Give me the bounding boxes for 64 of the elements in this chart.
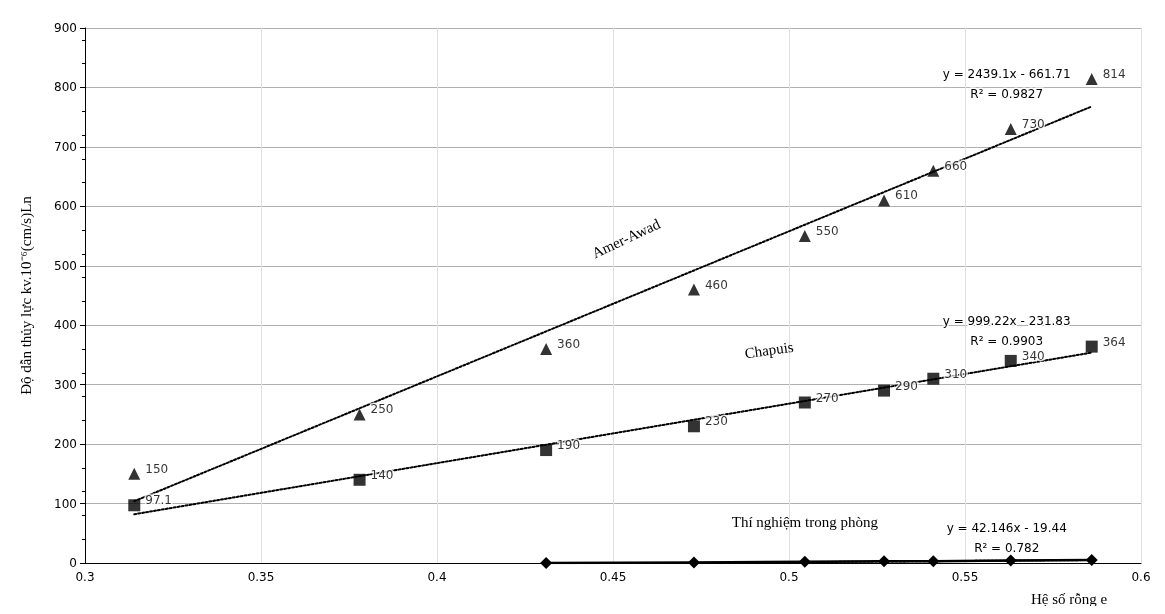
- point: [128, 467, 141, 480]
- y-axis-title: Độ dẫn thủy lực kv.10⁻⁶(cm/s)Ln: [17, 195, 35, 395]
- data-label: 730: [1021, 117, 1045, 132]
- y-tick-label: 900: [54, 21, 77, 35]
- data-label: 660: [944, 158, 968, 173]
- point: [798, 396, 811, 409]
- data-label: 814: [1102, 67, 1126, 82]
- y-tick-label: 300: [54, 377, 77, 392]
- point: [927, 164, 940, 177]
- point: [798, 230, 811, 243]
- y-tick-label: 0: [69, 556, 77, 570]
- annotation: R² = 0.9903: [970, 333, 1044, 348]
- annotation: R² = 0.9827: [970, 87, 1044, 102]
- point: [1085, 554, 1098, 567]
- data-label: 460: [704, 277, 728, 292]
- point: [1004, 123, 1017, 136]
- series-label: Thí nghiệm trong phòng: [731, 513, 879, 530]
- y-tick-label: 600: [54, 199, 77, 214]
- y-tick-label: 100: [54, 496, 77, 511]
- y-tick-label: 200: [54, 437, 77, 452]
- x-tick-label: 0.6: [1131, 570, 1151, 584]
- point: [540, 343, 553, 355]
- point: [878, 384, 891, 397]
- point: [128, 499, 141, 512]
- x-tick-label: 0.45: [599, 570, 627, 584]
- point: [798, 555, 811, 568]
- data-label: 250: [370, 402, 394, 417]
- point: [1085, 340, 1098, 353]
- x-tick-label: 0.55: [951, 570, 979, 584]
- x-axis-title: Hệ số rỗng e: [1031, 590, 1108, 607]
- data-label: 150: [145, 461, 169, 476]
- point: [1085, 73, 1098, 86]
- y-tick-label: 500: [54, 258, 77, 273]
- point: [927, 555, 940, 568]
- data-label: 230: [704, 414, 728, 429]
- x-tick-label: 0.5: [779, 570, 799, 584]
- point: [878, 194, 891, 207]
- point: [1004, 554, 1017, 567]
- data-label: 190: [557, 438, 581, 453]
- x-tick-label: 0.35: [247, 570, 275, 584]
- data-label: 550: [815, 224, 839, 239]
- point: [687, 283, 700, 296]
- point: [353, 408, 366, 421]
- data-label: 97.1: [145, 493, 172, 508]
- annotation: y = 999.22x - 231.83: [942, 313, 1071, 328]
- point: [687, 420, 700, 433]
- data-label: 364: [1102, 334, 1126, 349]
- point: [927, 372, 940, 385]
- x-tick-label: 0.4: [427, 570, 447, 584]
- data-label: 360: [557, 337, 581, 351]
- annotation: y = 42.146x - 19.44: [946, 521, 1067, 536]
- x-tick-label: 0.3: [75, 570, 95, 584]
- y-tick-label: 800: [54, 80, 77, 95]
- point: [687, 556, 700, 569]
- y-tick-label: 400: [54, 318, 77, 333]
- point: [353, 473, 366, 486]
- data-label: 340: [1021, 348, 1045, 363]
- data-label: 610: [895, 188, 918, 203]
- point: [1004, 354, 1017, 367]
- y-tick-label: 700: [54, 139, 77, 154]
- text: Chapuis: [743, 338, 795, 362]
- point: [540, 444, 553, 457]
- annotation: y = 2439.1x - 661.71: [942, 67, 1071, 82]
- annotation: R² = 0.782: [974, 541, 1040, 556]
